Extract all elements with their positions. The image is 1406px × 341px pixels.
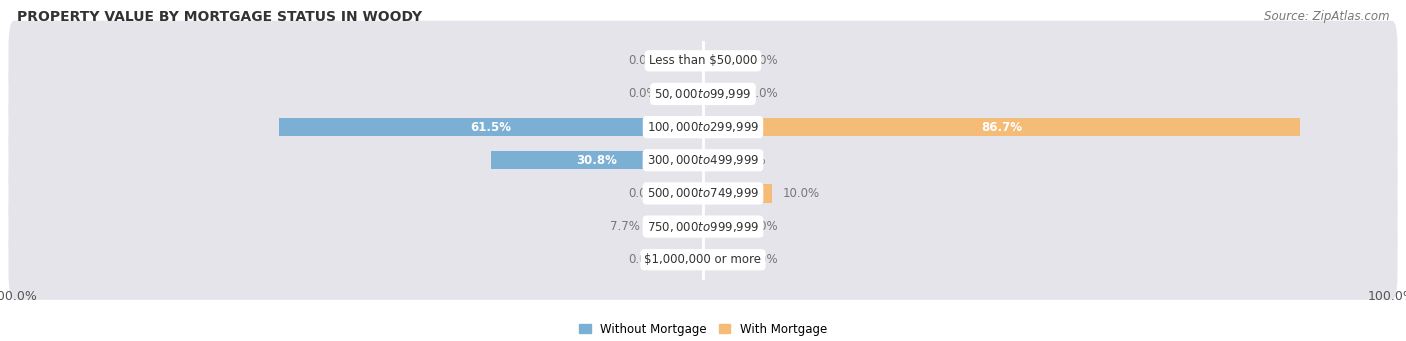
Bar bbox=[669, 184, 703, 203]
Text: Less than $50,000: Less than $50,000 bbox=[648, 54, 758, 67]
Bar bbox=[703, 184, 772, 203]
Bar bbox=[703, 118, 1301, 136]
Text: 0.0%: 0.0% bbox=[628, 87, 658, 101]
Text: $750,000 to $999,999: $750,000 to $999,999 bbox=[647, 220, 759, 234]
Bar bbox=[669, 52, 703, 70]
Text: 0.0%: 0.0% bbox=[748, 253, 778, 266]
Text: 0.0%: 0.0% bbox=[748, 87, 778, 101]
FancyBboxPatch shape bbox=[8, 54, 1398, 134]
Text: 86.7%: 86.7% bbox=[981, 121, 1022, 134]
Text: 0.0%: 0.0% bbox=[628, 187, 658, 200]
Text: $100,000 to $299,999: $100,000 to $299,999 bbox=[647, 120, 759, 134]
Legend: Without Mortgage, With Mortgage: Without Mortgage, With Mortgage bbox=[574, 318, 832, 341]
FancyBboxPatch shape bbox=[8, 21, 1398, 101]
Text: $1,000,000 or more: $1,000,000 or more bbox=[644, 253, 762, 266]
Text: 0.0%: 0.0% bbox=[628, 253, 658, 266]
FancyBboxPatch shape bbox=[8, 153, 1398, 234]
Bar bbox=[650, 218, 703, 236]
Text: Source: ZipAtlas.com: Source: ZipAtlas.com bbox=[1264, 10, 1389, 23]
Text: 30.8%: 30.8% bbox=[576, 154, 617, 167]
Text: $300,000 to $499,999: $300,000 to $499,999 bbox=[647, 153, 759, 167]
FancyBboxPatch shape bbox=[8, 87, 1398, 167]
Text: $50,000 to $99,999: $50,000 to $99,999 bbox=[654, 87, 752, 101]
Text: 7.7%: 7.7% bbox=[610, 220, 640, 233]
Bar bbox=[280, 118, 703, 136]
Text: 0.0%: 0.0% bbox=[748, 220, 778, 233]
Bar bbox=[703, 218, 738, 236]
Text: $500,000 to $749,999: $500,000 to $749,999 bbox=[647, 187, 759, 201]
Bar bbox=[703, 85, 738, 103]
Bar bbox=[669, 85, 703, 103]
Text: 0.0%: 0.0% bbox=[748, 54, 778, 67]
Text: 61.5%: 61.5% bbox=[471, 121, 512, 134]
Text: 0.0%: 0.0% bbox=[628, 54, 658, 67]
Text: PROPERTY VALUE BY MORTGAGE STATUS IN WOODY: PROPERTY VALUE BY MORTGAGE STATUS IN WOO… bbox=[17, 10, 422, 24]
Text: 10.0%: 10.0% bbox=[782, 187, 820, 200]
FancyBboxPatch shape bbox=[8, 120, 1398, 201]
FancyBboxPatch shape bbox=[8, 220, 1398, 300]
Bar bbox=[669, 251, 703, 269]
Bar bbox=[703, 251, 738, 269]
Bar bbox=[491, 151, 703, 169]
FancyBboxPatch shape bbox=[8, 187, 1398, 267]
Text: 3.3%: 3.3% bbox=[737, 154, 766, 167]
Bar bbox=[703, 151, 725, 169]
Bar bbox=[703, 52, 738, 70]
